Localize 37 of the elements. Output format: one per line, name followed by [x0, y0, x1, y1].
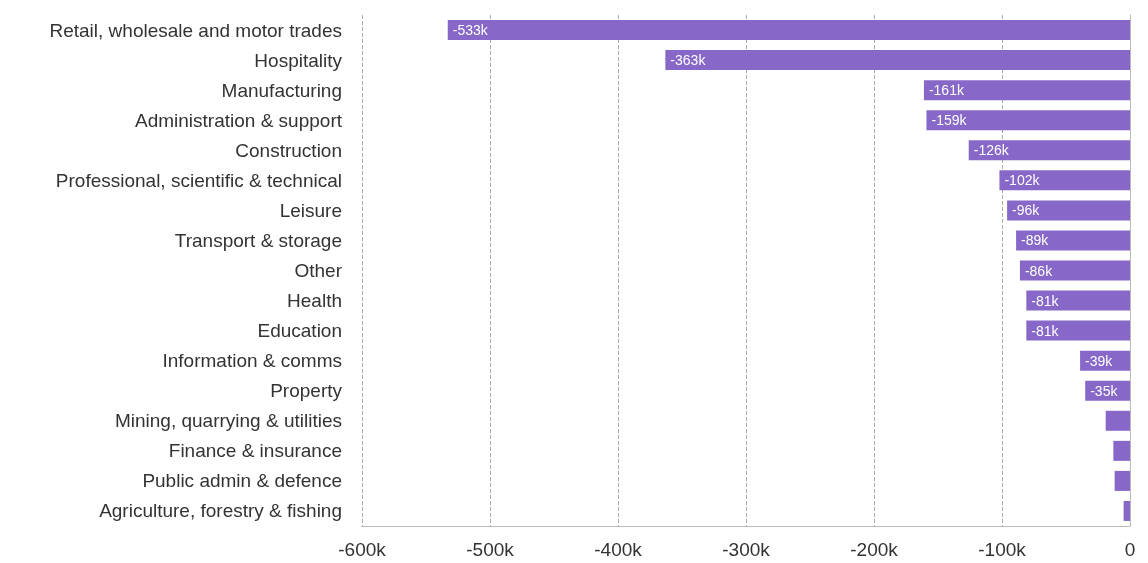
data-label: -81k — [1031, 322, 1060, 339]
x-tick-label: -200k — [850, 539, 899, 560]
x-tick-label: -100k — [978, 539, 1027, 560]
data-label: -126k — [973, 142, 1010, 159]
data-label: -161k — [928, 82, 965, 99]
y-tick-label: Transport & storage — [174, 229, 342, 251]
y-tick-label: Professional, scientific & technical — [55, 169, 342, 191]
x-tick-label: -500k — [466, 539, 515, 560]
data-label: -102k — [1004, 172, 1041, 189]
data-label: -159k — [931, 112, 968, 129]
data-label: -81k — [1031, 292, 1060, 309]
y-tick-label: Information & comms — [162, 350, 342, 372]
y-tick-label: Other — [294, 260, 343, 281]
data-label: -86k — [1024, 262, 1054, 279]
x-tick-label: -400k — [594, 539, 643, 560]
data-label: -35k — [1090, 382, 1119, 399]
y-tick-label: Health — [287, 290, 342, 312]
y-tick-label: Hospitality — [254, 49, 343, 71]
y-tick-label: Public admin & defence — [142, 470, 342, 492]
x-tick-label: -600k — [338, 539, 387, 560]
data-label: -89k — [1021, 232, 1050, 249]
data-label: -363k — [670, 52, 707, 69]
y-tick-label: Retail, wholesale and motor trades — [49, 19, 342, 41]
data-label: -39k — [1085, 352, 1114, 369]
y-tick-label: Construction — [235, 139, 342, 161]
y-tick-label: Agriculture, forestry & fishing — [99, 500, 342, 522]
y-tick-label: Administration & support — [135, 109, 343, 131]
data-label: -533k — [452, 22, 489, 39]
y-tick-label: Leisure — [279, 199, 342, 221]
y-tick-label: Education — [257, 320, 342, 342]
data-label: -96k — [1012, 202, 1041, 219]
y-tick-label: Property — [270, 380, 343, 402]
y-tick-label: Finance & insurance — [168, 440, 342, 462]
y-tick-label: Mining, quarrying & utilities — [114, 410, 342, 432]
y-tick-label: Manufacturing — [221, 79, 342, 101]
x-tick-label: -300k — [722, 539, 771, 560]
x-tick-label: 0 — [1124, 539, 1136, 560]
